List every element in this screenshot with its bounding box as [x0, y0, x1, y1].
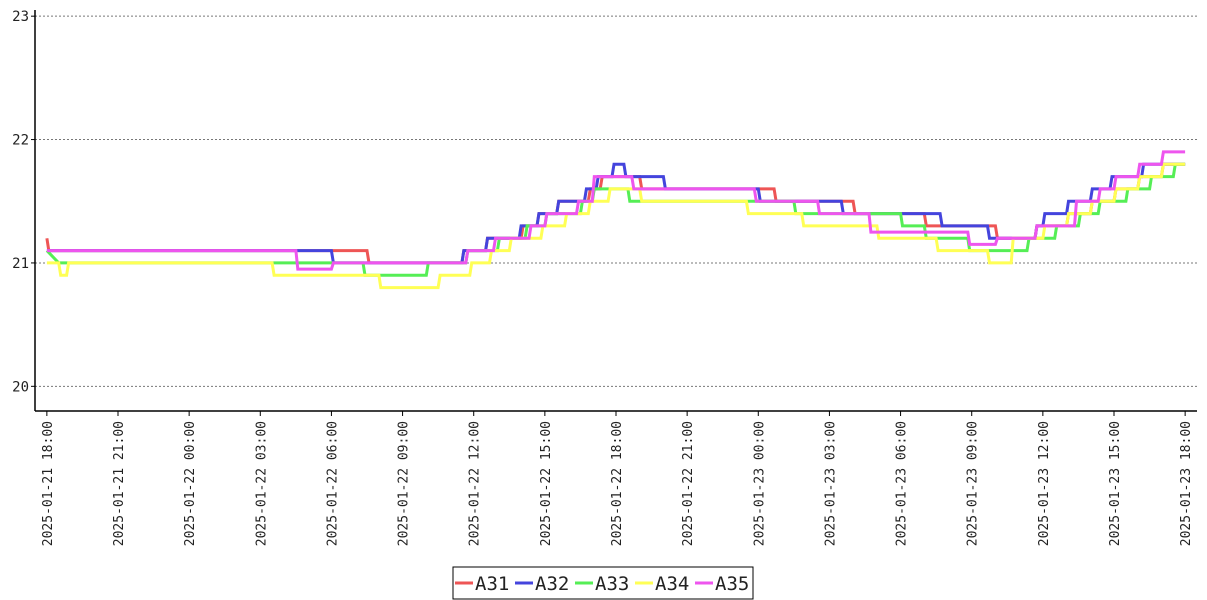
x-tick-label: 2025-01-23 09:00 — [966, 421, 981, 546]
legend-label-a31: A31 — [475, 573, 509, 595]
x-tick-label: 2025-01-23 06:00 — [895, 421, 910, 546]
y-tick-label: 20 — [12, 379, 29, 395]
y-ticks: 20 21 22 23 — [12, 9, 35, 395]
x-tick-label: 2025-01-22 03:00 — [254, 421, 269, 546]
x-tick-label: 2025-01-21 21:00 — [112, 421, 127, 546]
x-tick-label: 2025-01-23 12:00 — [1037, 421, 1052, 546]
legend-label-a33: A33 — [595, 573, 629, 595]
y-tick-label: 21 — [12, 256, 29, 272]
y-tick-label: 22 — [12, 133, 29, 149]
legend-label-a35: A35 — [715, 573, 749, 595]
x-tick-label: 2025-01-23 03:00 — [823, 421, 838, 546]
x-tick-label: 2025-01-22 12:00 — [468, 421, 483, 546]
x-tick-label: 2025-01-23 15:00 — [1108, 421, 1123, 546]
x-tick-label: 2025-01-21 18:00 — [41, 421, 56, 546]
x-tick-label: 2025-01-22 00:00 — [183, 421, 198, 546]
series-line-a34 — [46, 162, 1186, 290]
y-tick-label: 23 — [12, 9, 29, 25]
x-tick-label: 2025-01-22 18:00 — [610, 421, 625, 546]
axes — [34, 10, 1197, 412]
legend: A31 A32 A33 A34 A35 — [452, 566, 754, 600]
x-tick-label: 2025-01-23 00:00 — [752, 421, 767, 546]
legend-label-a34: A34 — [655, 573, 689, 595]
series-line-a33 — [45, 162, 1186, 277]
x-tick-label: 2025-01-22 09:00 — [397, 421, 412, 546]
x-tick-label: 2025-01-23 18:00 — [1179, 421, 1194, 546]
x-ticks: 2025-01-21 18:00 2025-01-21 21:00 2025-01-… — [41, 411, 1194, 546]
series-layer — [45, 150, 1186, 290]
series-line-a31 — [45, 162, 1186, 265]
grid-lines — [35, 15, 1197, 387]
x-tick-label: 2025-01-22 15:00 — [539, 421, 554, 546]
series-line-a32 — [46, 162, 1186, 265]
x-tick-label: 2025-01-22 06:00 — [325, 421, 340, 546]
legend-label-a32: A32 — [535, 573, 569, 595]
x-tick-label: 2025-01-22 21:00 — [681, 421, 696, 546]
series-line-a35 — [46, 150, 1186, 271]
